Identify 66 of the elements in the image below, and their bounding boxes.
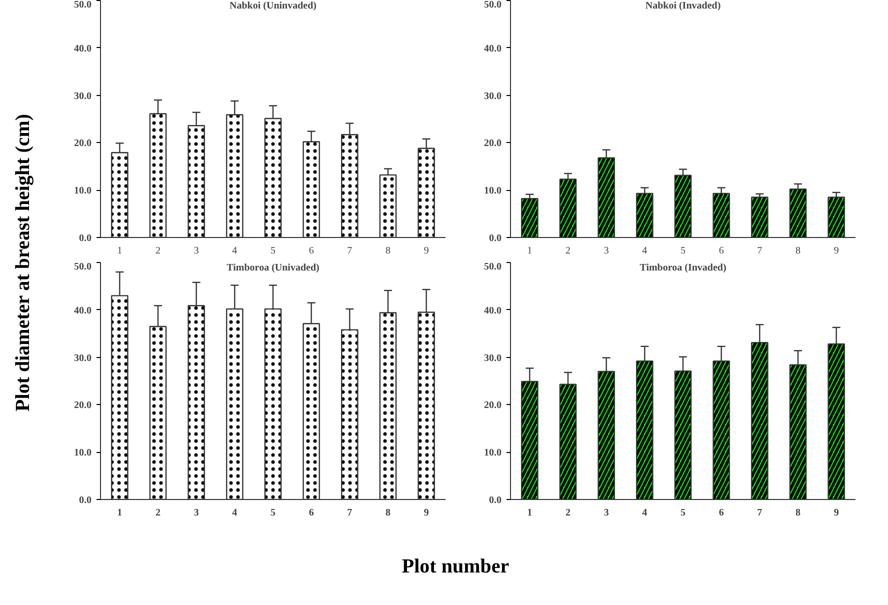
y-tick-label: 30.0	[484, 352, 502, 364]
x-tick-label: 6	[718, 246, 724, 256]
y-tick-label: 20.0	[74, 138, 92, 150]
y-tick-label: 30.0	[74, 352, 92, 364]
y-tick-label: 40.0	[484, 43, 502, 54]
y-tick-label: 20.0	[74, 400, 92, 412]
y-tick-label: 0.0	[489, 495, 502, 506]
x-tick-label: 8	[386, 246, 390, 256]
y-tick-label: 50.0	[74, 0, 92, 10]
x-tick-label: 1	[117, 246, 122, 256]
x-tick-label: 9	[424, 508, 429, 518]
y-tick-label: 30.0	[484, 90, 502, 102]
x-tick-label: 3	[194, 508, 199, 518]
x-tick-label: 6	[308, 508, 314, 518]
y-tick-label: 30.0	[74, 90, 92, 102]
x-tick-label: 8	[796, 508, 800, 518]
y-axis-title: Plot diameter at breast height (cm)	[12, 114, 34, 412]
x-tick-label: 4	[232, 246, 238, 256]
x-tick-label: 9	[424, 246, 429, 256]
y-tick-label: 20.0	[484, 400, 502, 412]
x-tick-label: 5	[680, 246, 686, 256]
x-tick-label: 9	[834, 508, 839, 518]
y-tick-label: 0.0	[79, 495, 92, 506]
x-tick-label: 5	[270, 246, 276, 256]
y-tick-label: 0.0	[79, 233, 92, 244]
x-tick-label: 7	[347, 246, 352, 256]
x-tick-label: 2	[566, 246, 570, 256]
x-tick-label: 4	[642, 246, 648, 256]
y-tick-label: 50.0	[484, 262, 502, 272]
x-axis-title: Plot number	[402, 556, 510, 578]
x-tick-label: 8	[386, 508, 390, 518]
x-tick-label: 6	[308, 246, 314, 256]
chart-title: Nabkoi (Uninvaded)	[230, 0, 316, 12]
x-tick-label: 1	[527, 508, 532, 518]
x-tick-label: 7	[757, 508, 762, 518]
y-tick-label: 10.0	[74, 448, 92, 459]
y-tick-label: 40.0	[74, 305, 92, 316]
x-tick-label: 6	[718, 508, 724, 518]
x-tick-label: 3	[604, 508, 609, 518]
x-tick-label: 5	[680, 508, 686, 518]
x-tick-label: 7	[347, 508, 352, 518]
y-tick-label: 50.0	[74, 262, 92, 272]
x-tick-label: 4	[642, 508, 648, 518]
x-tick-label: 8	[796, 246, 800, 256]
x-tick-label: 4	[232, 508, 238, 518]
x-tick-label: 3	[194, 246, 199, 256]
chart-title: Nabkoi (Invaded)	[645, 0, 721, 12]
y-tick-label: 40.0	[74, 43, 92, 54]
x-tick-label: 2	[566, 508, 570, 518]
y-tick-label: 50.0	[484, 0, 502, 10]
x-tick-label: 5	[270, 508, 276, 518]
chart-title: Timboroa (Invaded)	[640, 262, 726, 274]
x-tick-label: 2	[156, 246, 160, 256]
x-tick-label: 1	[527, 246, 532, 256]
y-tick-label: 0.0	[489, 233, 502, 244]
y-tick-label: 40.0	[484, 305, 502, 316]
x-tick-label: 9	[834, 246, 839, 256]
chart-title: Timboroa (Univaded)	[226, 262, 320, 274]
x-tick-label: 3	[604, 246, 609, 256]
y-tick-label: 20.0	[484, 138, 502, 150]
x-tick-label: 7	[757, 246, 762, 256]
y-tick-label: 10.0	[74, 186, 92, 197]
y-tick-label: 10.0	[484, 448, 502, 459]
x-tick-label: 2	[156, 508, 160, 518]
y-tick-label: 10.0	[484, 186, 502, 197]
x-tick-label: 1	[117, 508, 122, 518]
